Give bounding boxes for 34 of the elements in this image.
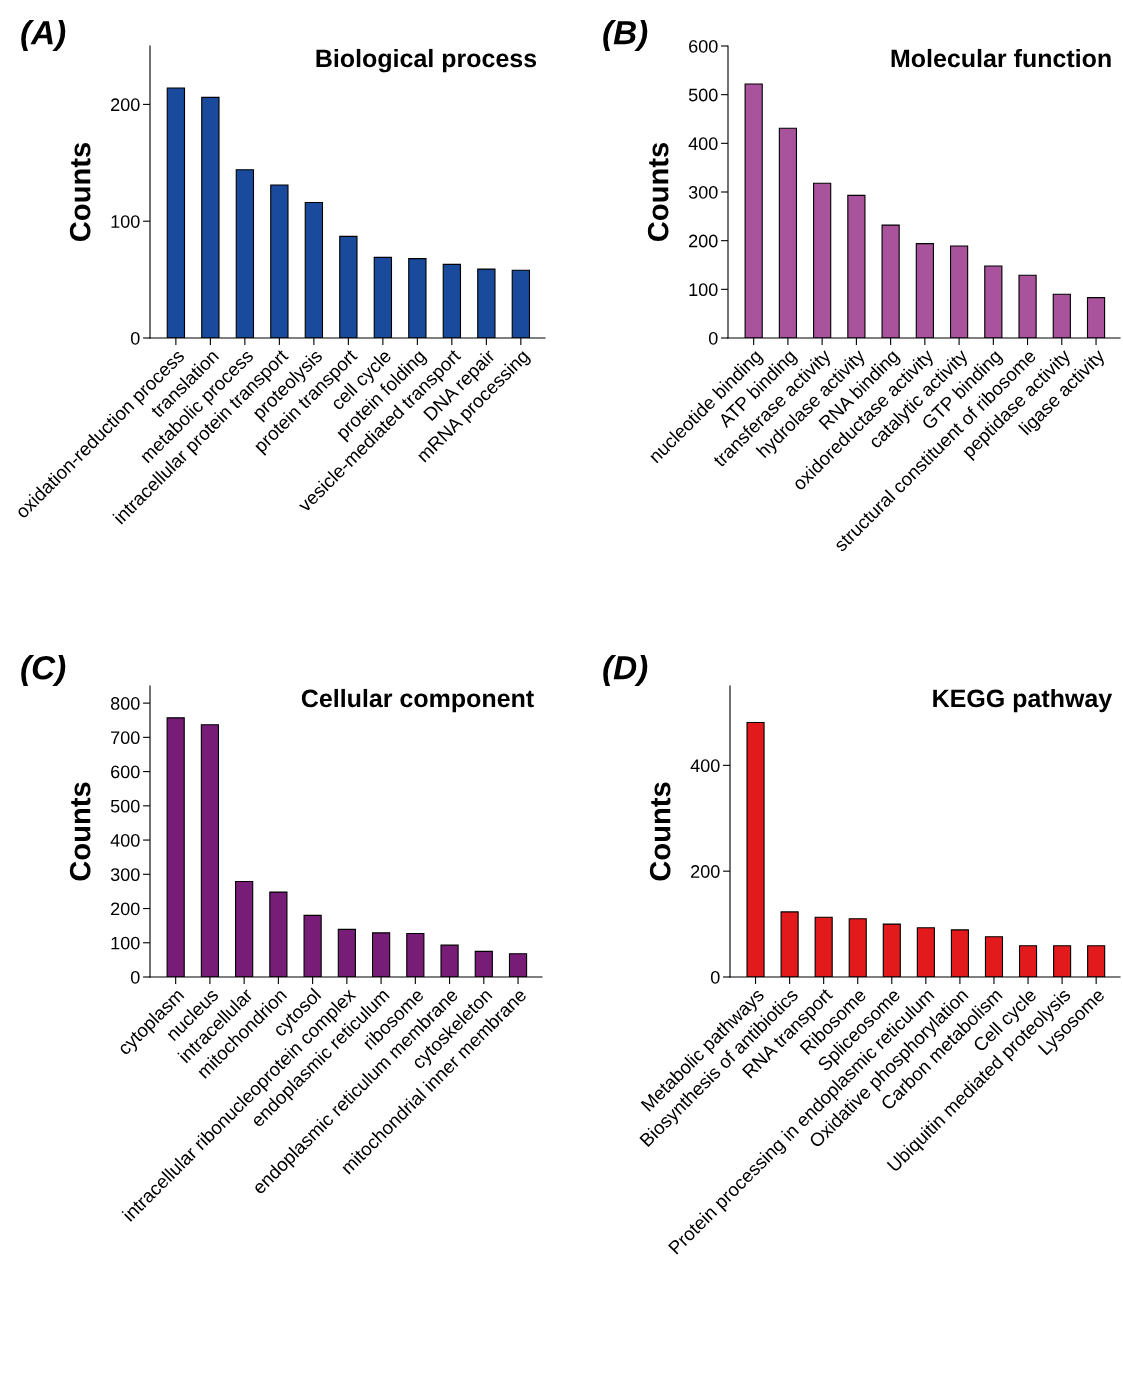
y-tick-label: 0 xyxy=(710,970,720,984)
y-tick-label: 400 xyxy=(688,137,718,151)
y-tick-label: 500 xyxy=(688,88,718,102)
text: (A) xyxy=(21,20,66,52)
chart-title: Cellular component xyxy=(301,688,534,713)
y-tick-label: 400 xyxy=(690,759,720,773)
y-tick-label: 800 xyxy=(110,697,140,710)
y-tick-label: 500 xyxy=(110,799,140,813)
y-tick-label: 700 xyxy=(111,731,140,745)
y-tick-label: 400 xyxy=(110,833,140,847)
y-tick-label: 0 xyxy=(130,970,140,984)
y-tick-label: 300 xyxy=(688,185,718,199)
text: (D) xyxy=(603,655,648,687)
y-tick-label: 200 xyxy=(691,865,720,878)
text: (B) xyxy=(603,20,648,52)
y-tick-label: 600 xyxy=(689,39,718,53)
y-tick-label: 300 xyxy=(110,868,140,882)
y-tick-label: 100 xyxy=(111,936,140,950)
y-axis-title: Counts xyxy=(69,782,91,881)
y-tick-label: 200 xyxy=(111,98,140,112)
chart-title: Biological process xyxy=(316,48,537,73)
y-tick-label: 0 xyxy=(130,331,140,345)
y-tick-label: 200 xyxy=(689,234,718,248)
y-tick-label: 600 xyxy=(111,765,140,779)
y-axis-title: Counts xyxy=(649,782,671,881)
text: (C) xyxy=(21,655,66,687)
chart-title: Molecular function xyxy=(891,48,1111,68)
y-tick-label: 200 xyxy=(111,902,140,916)
y-tick-label: 100 xyxy=(689,283,718,297)
chart-title: KEGG pathway xyxy=(933,688,1113,713)
y-axis-title: Counts xyxy=(647,142,669,242)
y-axis-title: Counts xyxy=(69,142,91,242)
y-tick-label: 0 xyxy=(708,331,718,345)
y-tick-label: 100 xyxy=(111,215,140,228)
